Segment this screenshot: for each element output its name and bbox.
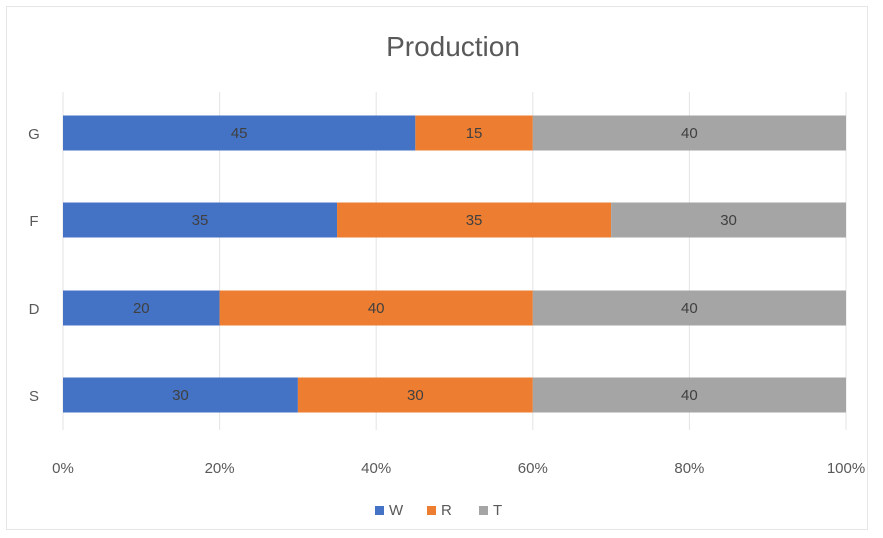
x-tick-label-5: 100% [827, 460, 865, 477]
x-tick-label-2: 40% [361, 460, 391, 477]
data-label-F-W: 35 [192, 212, 209, 229]
category-label-S: S [29, 388, 39, 405]
data-label-D-T: 40 [681, 300, 698, 317]
data-label-S-R: 30 [407, 387, 424, 404]
bar-G-T [532, 115, 846, 151]
x-tick-label-0: 0% [52, 460, 74, 477]
bar-S-R [297, 377, 533, 413]
category-labels: G F D S [28, 126, 40, 405]
category-label-G: G [28, 126, 40, 143]
bar-G-R [415, 115, 533, 151]
bar-S-T [532, 377, 846, 413]
data-label-F-T: 30 [720, 212, 737, 229]
chart-title: Production [386, 31, 520, 62]
legend-swatch-R [427, 506, 436, 515]
data-label-G-W: 45 [231, 125, 248, 142]
legend-label-W: W [389, 502, 404, 519]
data-label-F-R: 35 [466, 212, 483, 229]
data-label-S-W: 30 [172, 387, 189, 404]
x-tick-label-3: 60% [518, 460, 548, 477]
bars [63, 115, 846, 413]
bar-S-W [63, 377, 298, 413]
data-label-S-T: 40 [681, 387, 698, 404]
bar-D-W [63, 290, 220, 326]
category-label-F: F [29, 213, 38, 230]
category-label-D: D [29, 301, 40, 318]
legend-swatch-T [479, 506, 488, 515]
x-tick-labels: 0% 20% 40% 60% 80% 100% [52, 460, 865, 477]
chart-frame [6, 6, 868, 530]
legend-label-R: R [441, 502, 452, 519]
data-label-D-W: 20 [133, 300, 150, 317]
legend-label-T: T [493, 502, 502, 519]
data-label-G-R: 15 [466, 125, 483, 142]
x-tick-label-4: 80% [674, 460, 704, 477]
bar-G-W [63, 115, 416, 151]
data-label-D-R: 40 [368, 300, 385, 317]
bar-D-T [532, 290, 846, 326]
data-labels: 45 15 40 35 35 30 20 40 40 30 30 40 [133, 125, 737, 404]
bar-F-W [63, 202, 338, 238]
bar-F-T [611, 202, 846, 238]
x-tick-label-1: 20% [205, 460, 235, 477]
bar-F-R [337, 202, 612, 238]
legend-swatch-W [375, 506, 384, 515]
data-label-G-T: 40 [681, 125, 698, 142]
bar-D-R [219, 290, 533, 326]
